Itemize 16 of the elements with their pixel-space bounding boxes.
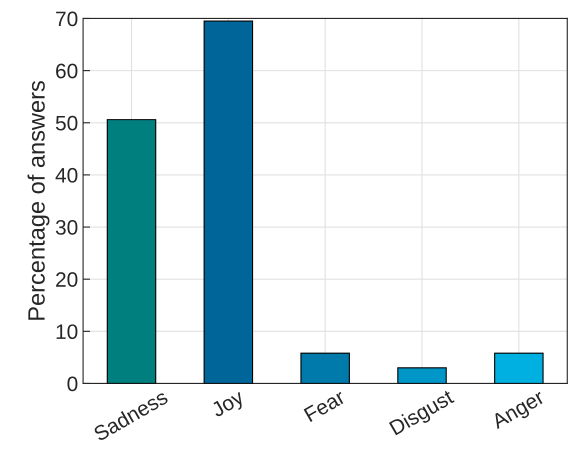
bar (106, 119, 156, 384)
bar (397, 367, 447, 384)
bar (300, 352, 350, 384)
y-tick-label: 40 (56, 168, 78, 183)
x-tick-label: Fear (304, 389, 346, 422)
y-tick-label: 30 (56, 220, 78, 235)
y-axis-title: Percentage of answers (28, 81, 50, 320)
y-tick-label: 0 (67, 376, 78, 392)
y-tick-label: 70 (56, 11, 78, 26)
y-tick-label: 10 (56, 324, 78, 340)
x-tick-label: Joy (210, 389, 248, 422)
y-tick-label: 20 (56, 272, 78, 287)
bar (494, 352, 544, 384)
y-tick-label: 60 (56, 64, 78, 78)
y-tick-label: 50 (56, 116, 78, 131)
bar (204, 20, 254, 384)
